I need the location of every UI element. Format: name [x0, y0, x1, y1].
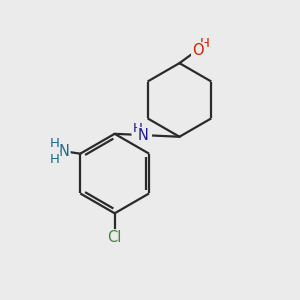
Text: N: N [58, 144, 70, 159]
Text: H: H [50, 153, 59, 166]
Text: N: N [138, 128, 149, 143]
Text: H: H [133, 122, 142, 135]
Text: H: H [50, 136, 59, 149]
Text: H: H [200, 37, 209, 50]
Text: Cl: Cl [107, 230, 122, 245]
Text: O: O [192, 43, 204, 58]
